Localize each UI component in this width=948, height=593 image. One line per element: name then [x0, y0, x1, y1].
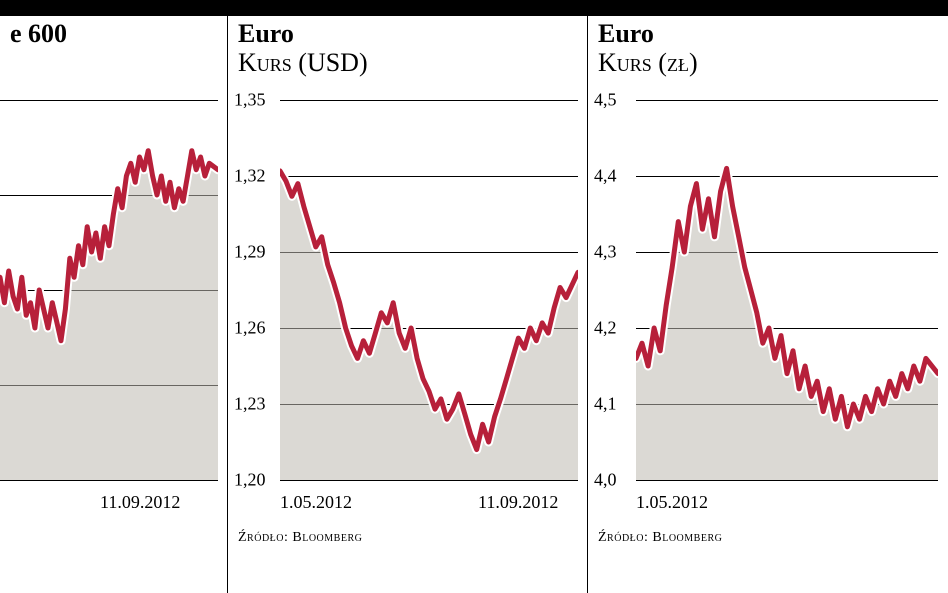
- chart-svg: [636, 100, 938, 480]
- panel-title-block: e 600: [0, 16, 227, 49]
- x-axis-tick-label: 1.05.2012: [280, 492, 352, 513]
- chart-panel: e 600 11.09.2012: [0, 0, 228, 593]
- y-axis-tick-label: 1,26: [234, 318, 266, 339]
- source-label: Źródło: Bloomberg: [598, 530, 722, 546]
- panel-title-block: EuroKurs (zł): [588, 16, 948, 77]
- chart-panel: EuroKurs (USD) 1,20 1,23 1,26 1,29 1,32 1,35 1.…: [228, 0, 588, 593]
- chart-svg: [280, 100, 578, 480]
- y-axis-tick-label: 4,1: [594, 394, 617, 415]
- y-axis-tick-label: 1,20: [234, 470, 266, 491]
- y-axis-tick-label: 1,23: [234, 394, 266, 415]
- y-axis-tick-label: 4,0: [594, 470, 617, 491]
- chart-panel: EuroKurs (zł) 4,0 4,1 4,2 4,3 4,4 4,5 1.05.2012…: [588, 0, 948, 593]
- x-axis-tick-label: 1.05.2012: [636, 492, 708, 513]
- y-axis-tick-label: 1,29: [234, 242, 266, 263]
- gridline: [280, 480, 578, 481]
- y-axis-tick-label: 1,35: [234, 90, 266, 111]
- panel-header-bar: [228, 0, 587, 16]
- y-axis-tick-label: 4,3: [594, 242, 617, 263]
- y-axis-tick-label: 1,32: [234, 166, 266, 187]
- x-axis-tick-label: 11.09.2012: [478, 492, 558, 513]
- panel-title-line1: Euro: [598, 20, 938, 49]
- panel-title-line1: e 600: [10, 20, 217, 49]
- panel-header-bar: [0, 0, 227, 16]
- chart-panels: e 60011.09.2012EuroKurs (USD)1,201,231,2…: [0, 0, 948, 593]
- panel-title-block: EuroKurs (USD): [228, 16, 587, 77]
- gridline: [636, 480, 938, 481]
- chart-svg: [0, 100, 218, 480]
- panel-header-bar: [588, 0, 948, 16]
- y-axis-tick-label: 4,2: [594, 318, 617, 339]
- panel-title-line2: Kurs (USD): [238, 49, 577, 78]
- y-axis-tick-label: 4,5: [594, 90, 617, 111]
- x-axis-tick-label: 11.09.2012: [100, 492, 180, 513]
- gridline: [0, 480, 218, 481]
- source-label: Źródło: Bloomberg: [238, 530, 362, 546]
- series-fill: [636, 168, 938, 480]
- panel-title-line2: Kurs (zł): [598, 49, 938, 78]
- y-axis-tick-label: 4,4: [594, 166, 617, 187]
- panel-title-line1: Euro: [238, 20, 577, 49]
